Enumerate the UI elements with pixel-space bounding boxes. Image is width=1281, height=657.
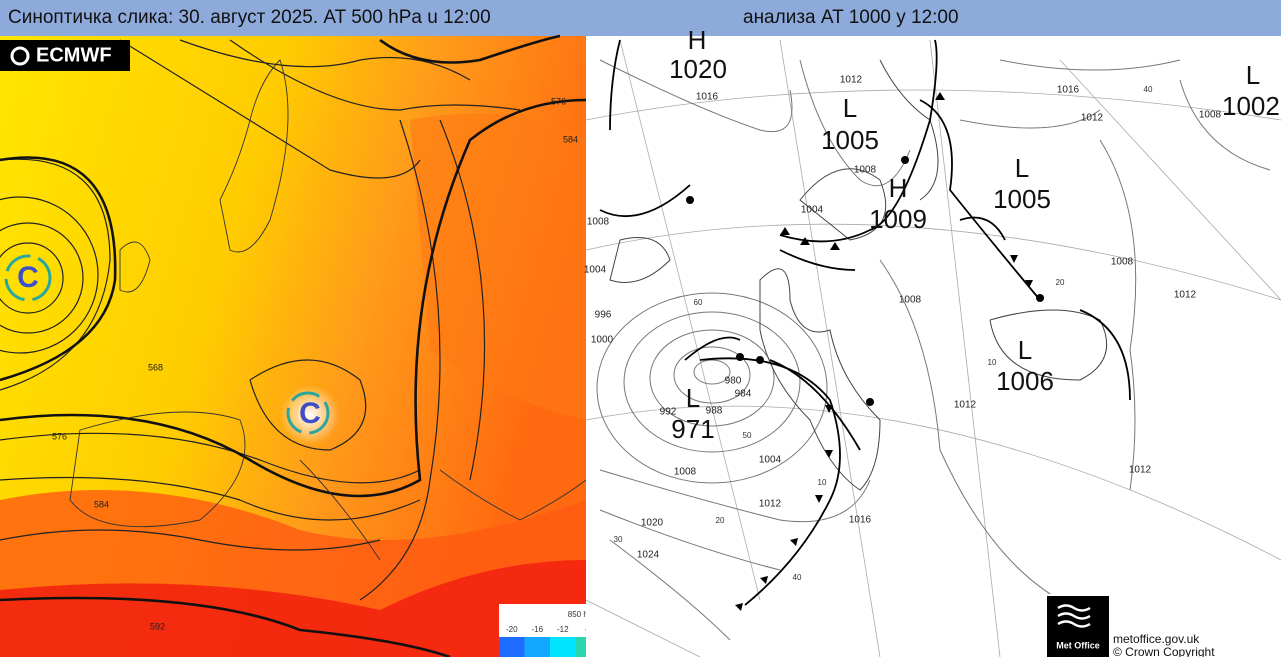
pressure-center-kind: L bbox=[1015, 153, 1029, 183]
isobar-label: 996 bbox=[595, 310, 612, 321]
isobar-label: 1004 bbox=[759, 455, 782, 466]
isobar-label: 1012 bbox=[1129, 465, 1152, 476]
isobar-label: 1004 bbox=[584, 265, 607, 276]
latitude-label: 10 bbox=[988, 358, 997, 367]
isobar-label: 988 bbox=[706, 406, 723, 417]
isobar-label: 1016 bbox=[696, 92, 719, 103]
isobar-label: 1012 bbox=[954, 400, 977, 411]
pressure-center-kind: H bbox=[688, 25, 707, 55]
low-center: C bbox=[299, 397, 321, 430]
isobar-label: 984 bbox=[735, 389, 752, 400]
isobar-label: 1012 bbox=[1081, 113, 1104, 124]
isobar-label: 1008 bbox=[854, 165, 877, 176]
left-map: C C 576 584 568 576 584 592 ECMWF bbox=[0, 34, 587, 657]
isobar-label: 980 bbox=[725, 376, 742, 387]
isobar-label: 992 bbox=[660, 407, 677, 418]
pressure-center-value: 1020 bbox=[669, 54, 727, 84]
metoffice-logo-text: Met Office bbox=[1056, 640, 1100, 650]
isobar-label: 1008 bbox=[1199, 110, 1222, 121]
isobar-label: 1008 bbox=[899, 295, 922, 306]
colorbar-swatch bbox=[550, 637, 576, 657]
pressure-center-kind: L bbox=[1246, 60, 1260, 90]
header-bar bbox=[0, 0, 1281, 36]
contour-label: 592 bbox=[150, 621, 165, 631]
isobar-label: 1016 bbox=[849, 515, 872, 526]
isobar-label: 1008 bbox=[674, 467, 697, 478]
contour-label: 584 bbox=[563, 134, 578, 144]
low-center: C bbox=[17, 261, 39, 294]
isobar-label: 1000 bbox=[591, 335, 614, 346]
ecmwf-logo-text: ECMWF bbox=[36, 44, 112, 66]
latitude-label: 20 bbox=[716, 516, 725, 525]
isobar-label: 1008 bbox=[1111, 257, 1134, 268]
copyright: © Crown Copyright bbox=[1113, 645, 1215, 657]
latitude-label: 40 bbox=[793, 573, 802, 582]
latitude-label: 40 bbox=[1144, 85, 1153, 94]
isobar-label: 1004 bbox=[801, 205, 824, 216]
latitude-label: 50 bbox=[743, 431, 752, 440]
isobar-label: 1024 bbox=[637, 550, 660, 561]
colorbar-tick: -16 bbox=[531, 625, 543, 634]
contour-label: 568 bbox=[148, 362, 163, 372]
contour-label: 584 bbox=[94, 499, 109, 509]
contour-label: 576 bbox=[52, 431, 67, 441]
pressure-center-value: 1009 bbox=[869, 204, 927, 234]
isobar-label: 1016 bbox=[1057, 85, 1080, 96]
ecmwf-logo bbox=[0, 40, 130, 71]
pressure-center-kind: H bbox=[889, 173, 908, 203]
pressure-center-kind: L bbox=[843, 93, 857, 123]
latitude-label: 30 bbox=[614, 535, 623, 544]
latitude-label: 10 bbox=[818, 478, 827, 487]
latitude-label: 60 bbox=[694, 298, 703, 307]
header-left: Синоптичка слика: 30. август 2025. AT 50… bbox=[8, 7, 491, 28]
colorbar-swatch bbox=[499, 637, 525, 657]
isobar-label: 1008 bbox=[587, 217, 610, 228]
header-right: анализа AT 1000 у 12:00 bbox=[743, 7, 959, 28]
colorbar-tick: -20 bbox=[506, 625, 518, 634]
contour-label: 576 bbox=[551, 96, 566, 106]
isobar-label: 1012 bbox=[840, 75, 863, 86]
isobar-label: 1012 bbox=[1174, 290, 1197, 301]
site: metoffice.gov.uk bbox=[1113, 632, 1200, 646]
pressure-center-value: 1006 bbox=[996, 366, 1054, 396]
pressure-center-kind: L bbox=[1018, 335, 1032, 365]
colorbar-tick: -12 bbox=[557, 625, 569, 634]
isobar-label: 1012 bbox=[759, 499, 782, 510]
pressure-center-value: 1005 bbox=[821, 125, 879, 155]
colorbar-swatch bbox=[524, 637, 551, 657]
pressure-center-kind: L bbox=[686, 383, 700, 413]
latitude-label: 20 bbox=[1056, 278, 1065, 287]
pressure-center-value: 1005 bbox=[993, 184, 1051, 214]
isobar-label: 1020 bbox=[641, 518, 664, 529]
pressure-center-value: 971 bbox=[671, 414, 714, 444]
pressure-center-value: 1002 bbox=[1222, 91, 1280, 121]
right-map: H 1020 L 1005 H 1009 L 1005 L 1002 L 100… bbox=[584, 25, 1281, 657]
